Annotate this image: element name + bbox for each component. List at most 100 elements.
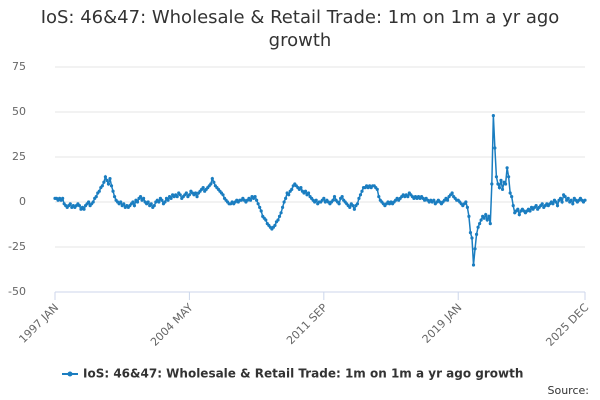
point (563, 195, 567, 199)
point (97, 189, 101, 193)
point (290, 187, 294, 191)
point (276, 218, 280, 222)
point (103, 175, 108, 179)
point (470, 236, 474, 240)
point (355, 202, 360, 206)
point (287, 193, 291, 197)
point (491, 114, 495, 118)
point (560, 200, 564, 204)
point (109, 184, 114, 188)
point (187, 193, 192, 197)
point (163, 200, 167, 204)
point (331, 198, 335, 202)
point (484, 213, 488, 217)
point (351, 204, 355, 208)
point (277, 214, 282, 218)
point (102, 180, 106, 184)
point (248, 198, 253, 202)
point (141, 196, 146, 200)
point (551, 202, 555, 206)
point (493, 146, 497, 150)
point (554, 200, 558, 204)
point (467, 214, 471, 218)
point (87, 200, 91, 204)
point (517, 213, 521, 217)
point (105, 178, 109, 182)
point (332, 195, 337, 199)
point (496, 182, 500, 186)
point (558, 196, 563, 200)
point (555, 204, 560, 208)
point (77, 204, 82, 208)
point (487, 214, 491, 218)
point (273, 223, 277, 227)
point (485, 218, 489, 222)
point (490, 182, 494, 186)
point (348, 205, 352, 209)
x-tick-label: 2019 JAN (420, 301, 465, 346)
point (432, 198, 436, 202)
point (464, 200, 468, 204)
point (340, 195, 344, 199)
point (184, 191, 188, 195)
point (112, 195, 117, 199)
point (201, 186, 205, 190)
point (280, 205, 285, 209)
point (221, 193, 225, 197)
series-line (55, 115, 586, 266)
point (306, 191, 311, 195)
point (377, 195, 381, 199)
point (160, 198, 164, 202)
point (253, 195, 257, 199)
point (122, 202, 126, 206)
point (157, 200, 161, 204)
point (82, 207, 86, 211)
point (360, 189, 364, 193)
point (259, 209, 263, 213)
legend-label: IoS: 46&47: Wholesale & Retail Trade: 1m… (83, 367, 523, 381)
point (169, 196, 173, 200)
point (357, 196, 361, 200)
y-tick-label: 25 (12, 150, 26, 163)
point (175, 195, 179, 199)
source-label: Source: (548, 384, 590, 397)
point (132, 204, 137, 208)
point (569, 198, 573, 202)
point (322, 196, 326, 200)
x-tick-label: 2011 SEP (284, 301, 330, 347)
point (488, 222, 492, 226)
point (499, 178, 503, 182)
point (131, 200, 135, 204)
point (119, 200, 123, 204)
point (497, 186, 502, 190)
y-tick-label: -25 (8, 240, 26, 253)
point (146, 200, 150, 204)
point (510, 195, 514, 199)
point (583, 198, 587, 202)
point (210, 177, 214, 181)
point (516, 207, 520, 211)
point (303, 189, 308, 193)
legend-marker (67, 371, 73, 377)
y-tick-label: 75 (12, 60, 26, 73)
x-tick-label: 1997 JAN (16, 301, 61, 346)
point (314, 198, 318, 202)
point (468, 231, 473, 235)
point (209, 182, 213, 186)
x-tick-label: 2025 DEC (543, 301, 591, 349)
point (471, 263, 476, 267)
point (195, 195, 199, 199)
point (94, 195, 98, 199)
point (482, 216, 486, 220)
point (534, 204, 538, 208)
point (479, 218, 483, 222)
point (566, 196, 570, 200)
point (476, 225, 480, 229)
y-tick-label: 0 (19, 195, 26, 208)
point (111, 189, 115, 193)
y-tick-label: -50 (8, 285, 26, 298)
point (68, 202, 72, 206)
point (149, 202, 153, 206)
point (61, 196, 65, 200)
